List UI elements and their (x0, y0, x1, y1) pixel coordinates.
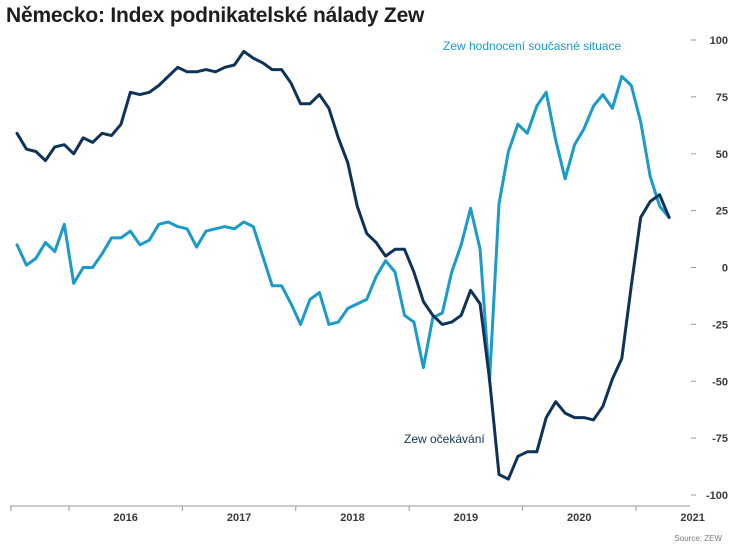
series-line-expectations (15, 49, 671, 481)
series-lines (15, 49, 671, 481)
annotation-expectations: Zew očekávání (404, 432, 485, 446)
y-tick-label: -50 (712, 376, 728, 388)
axes: 2016 2017 2018 2019 2020 2021 100 75 50 25 0 -25 -50… (10, 35, 728, 524)
y-tick-label: -25 (712, 319, 728, 331)
source-note: Source: ZEW (674, 534, 722, 543)
annotation-current-situation: Zew hodnocení současné situace (443, 39, 621, 53)
chart-title: Německo: Index podnikatelské nálady Zew (6, 4, 425, 27)
y-tick-label: 50 (716, 149, 728, 161)
series-line-current-situation (15, 74, 671, 383)
x-tick-label-2016: 2016 (113, 512, 137, 524)
y-tick-label: 25 (716, 206, 728, 218)
y-tick-label: 0 (722, 263, 728, 275)
y-tick-label: -75 (712, 433, 728, 445)
y-tick-label: 75 (716, 92, 728, 104)
x-tick-label-2019: 2019 (454, 512, 478, 524)
x-tick-label-2018: 2018 (340, 512, 364, 524)
x-tick-label-2020: 2020 (567, 512, 591, 524)
x-tick-label-2017: 2017 (227, 512, 251, 524)
y-tick-label: 100 (710, 35, 728, 47)
y-tick-label: -100 (706, 490, 728, 502)
series-annotations: Zew hodnocení současné situace Zew očeká… (404, 39, 621, 446)
x-tick-label-2021: 2021 (680, 512, 704, 524)
